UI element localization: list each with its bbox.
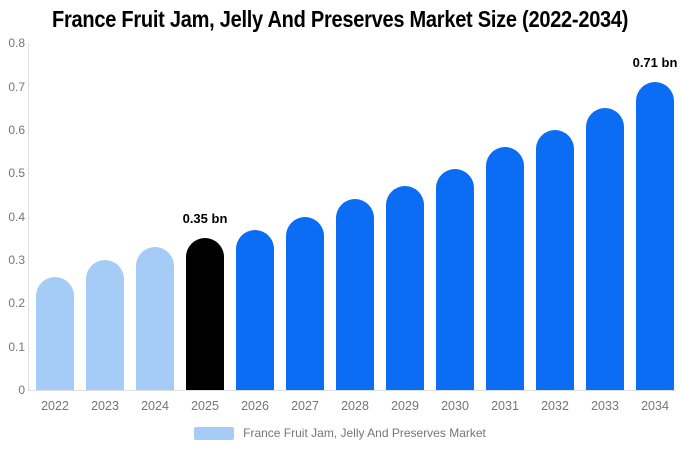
y-tick-0.6: 0.6	[8, 122, 25, 137]
legend-swatch	[194, 426, 235, 440]
x-label-2028: 2028	[341, 399, 369, 413]
legend[interactable]: France Fruit Jam, Jelly And Preserves Ma…	[0, 425, 680, 441]
bar-2026[interactable]	[236, 229, 274, 390]
legend-label: France Fruit Jam, Jelly And Preserves Ma…	[243, 426, 486, 440]
bar-2025[interactable]	[186, 238, 224, 390]
chart-title-text: France Fruit Jam, Jelly And Preserves Ma…	[51, 6, 629, 32]
x-label-2022: 2022	[41, 399, 69, 413]
bar-2028[interactable]	[336, 199, 374, 390]
bar-2024[interactable]	[136, 246, 174, 390]
y-tick-0.1: 0.1	[8, 339, 25, 354]
y-axis-line	[28, 43, 29, 390]
bar-2032[interactable]	[536, 129, 574, 390]
x-axis-line	[28, 390, 676, 391]
x-label-2029: 2029	[391, 399, 419, 413]
data-label-2025: 0.35 bn	[182, 211, 228, 227]
bar-2034[interactable]	[636, 82, 674, 390]
y-tick-0.4: 0.4	[8, 209, 25, 224]
bar-2027[interactable]	[286, 216, 324, 390]
bar-2023[interactable]	[86, 259, 124, 390]
x-label-2034: 2034	[641, 399, 669, 413]
x-label-2032: 2032	[541, 399, 569, 413]
y-tick-0.3: 0.3	[8, 252, 25, 267]
y-tick-0: 0	[18, 383, 25, 397]
x-label-2031: 2031	[491, 399, 519, 413]
x-label-2026: 2026	[241, 399, 269, 413]
bar-2029[interactable]	[386, 186, 424, 390]
data-label-2034: 0.71 bn	[632, 55, 678, 71]
bar-2030[interactable]	[436, 168, 474, 390]
y-tick-0.7: 0.7	[8, 79, 25, 94]
y-tick-0.2: 0.2	[8, 296, 25, 311]
bar-2031[interactable]	[486, 147, 524, 390]
chart-title: France Fruit Jam, Jelly And Preserves Ma…	[0, 6, 680, 34]
x-label-2023: 2023	[91, 399, 119, 413]
bar-2022[interactable]	[36, 277, 74, 390]
x-label-2027: 2027	[291, 399, 319, 413]
x-label-2033: 2033	[591, 399, 619, 413]
x-label-2024: 2024	[141, 399, 169, 413]
y-tick-0.5: 0.5	[8, 166, 25, 181]
x-label-2030: 2030	[441, 399, 469, 413]
bar-2033[interactable]	[586, 108, 624, 390]
y-tick-0.8: 0.8	[8, 36, 25, 51]
x-label-2025: 2025	[191, 399, 219, 413]
